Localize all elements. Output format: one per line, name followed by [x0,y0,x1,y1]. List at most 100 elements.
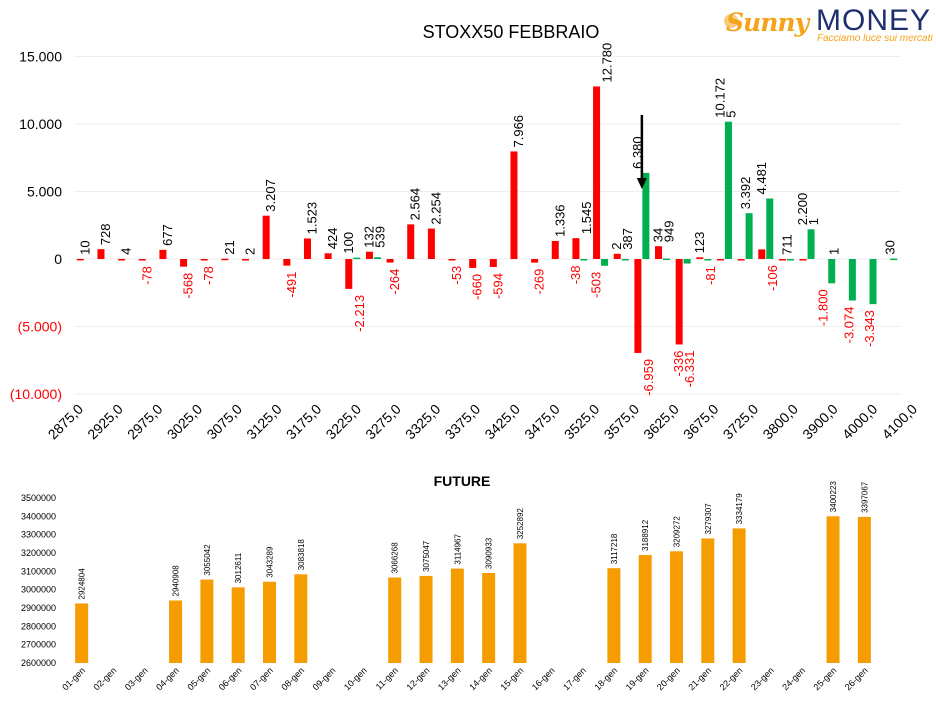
x-tick-label: 3525,0 [561,401,603,443]
put-bar [303,238,311,259]
call-bar [373,257,381,259]
data-label: 539 [372,226,387,248]
x-tick-label: 26-gen [843,665,870,692]
data-label: 387 [620,228,635,250]
x-tick-label: 3175,0 [283,401,325,443]
call-bar [724,121,732,259]
future-value-label: 2940908 [172,565,181,597]
future-value-label: 3075047 [422,540,431,572]
data-label: 132 [361,226,376,248]
arrow-down-icon [636,178,647,189]
future-bar [263,581,276,663]
x-tick-label: 17-gen [561,665,588,692]
chart-title: STOXX50 FEBBRAIO [423,22,600,42]
put-bar [159,249,167,259]
data-label: -53 [449,266,464,285]
future-bar [701,538,715,663]
data-label: -503 [589,272,604,298]
x-tick-label: 3675,0 [680,401,722,443]
data-label: 12.780 [600,43,615,83]
put-bar [324,253,332,259]
x-tick-label: 3075,0 [203,401,245,443]
put-bar [76,258,84,261]
data-label: -6.331 [682,351,697,388]
put-bar [138,259,146,261]
put-bar [345,259,353,289]
x-tick-label: 3475,0 [521,401,563,443]
x-tick-label: 2975,0 [124,401,166,443]
x-tick-label: 18-gen [592,665,619,692]
data-label: -491 [284,272,299,298]
call-bar [745,213,753,259]
data-label: 34 [651,228,666,242]
put-bar [262,215,270,259]
call-bar [766,198,774,259]
future-bar [826,516,840,663]
stoxx50-options-chart: STOXX50 FEBBRAIO 15.000 10.000 5.000 0 (5.00… [10,22,921,443]
put-bar [221,258,229,261]
x-tick-label: 08-gen [279,665,306,692]
future-bar [638,555,652,663]
x-tick-label: 11-gen [374,665,400,691]
y-tick-label: 3400000 [21,511,56,521]
data-label: -336 [671,351,686,377]
put-bar [716,258,724,261]
x-tick-label: 3800,0 [759,401,801,443]
sunny-money-logo: Sunny MONEY Facciamo luce sui mercati [722,4,933,46]
future-bar [732,528,746,663]
future-value-label: 3012611 [234,552,243,583]
data-label: 1.545 [579,202,594,235]
x-tick-label: 3425,0 [481,401,523,443]
put-bar [448,259,456,261]
future-value-label: 3043289 [266,546,275,578]
x-tick-label: 4100,0 [879,401,921,443]
x-tick-label: 02-gen [92,665,119,692]
future-value-label: 3334179 [735,493,744,525]
future-bar [670,551,683,663]
call-bar [890,258,898,261]
y-tick-label: (10.000) [10,386,62,402]
put-bar [799,258,807,261]
future-bar [513,543,527,663]
logo-tagline: Facciamo luce sui mercati [817,33,933,44]
y-tick-label: 2800000 [21,621,56,631]
x-tick-label: 25-gen [812,665,839,692]
call-bar [621,258,629,261]
data-label: 1.336 [552,204,567,237]
data-label: 1 [806,218,821,225]
x-tick-label: 3125,0 [243,401,285,443]
future-bar [200,579,214,663]
call-bar [580,259,588,261]
future-value-label: 3279307 [704,503,713,535]
y-tick-label: (5.000) [18,319,62,335]
x-tick-label: 2925,0 [84,401,126,443]
future-value-label: 3188912 [641,519,650,551]
call-bar [663,258,671,261]
call-bar [786,259,794,261]
data-label: -660 [470,274,485,300]
future-bar [482,572,496,663]
x-tick-label: 04-gen [154,665,181,692]
x-tick-label: 13-gen [436,665,463,692]
data-label: 7.966 [511,115,526,148]
call-bar [848,259,856,301]
data-label: -81 [703,266,718,285]
x-tick-label: 15-gen [499,665,526,692]
call-bar [807,229,815,259]
y-tick-label: 3500000 [21,493,56,503]
x-tick-label: 03-gen [123,665,150,692]
future-bar [294,574,308,663]
y-tick-label: 2600000 [21,658,56,668]
future-value-label: 3209272 [673,516,682,548]
future-bar [607,568,621,663]
x-tick-label: 24-gen [780,665,807,692]
data-label: -38 [568,266,583,285]
data-label: -3.343 [862,310,877,347]
data-label: 4 [119,248,134,255]
sun-icon [724,14,738,28]
x-tick-label: 3225,0 [323,401,365,443]
put-bar [242,258,250,261]
put-bar [531,259,539,263]
x-tick-label: 3275,0 [362,401,404,443]
data-label: 10 [77,240,92,254]
